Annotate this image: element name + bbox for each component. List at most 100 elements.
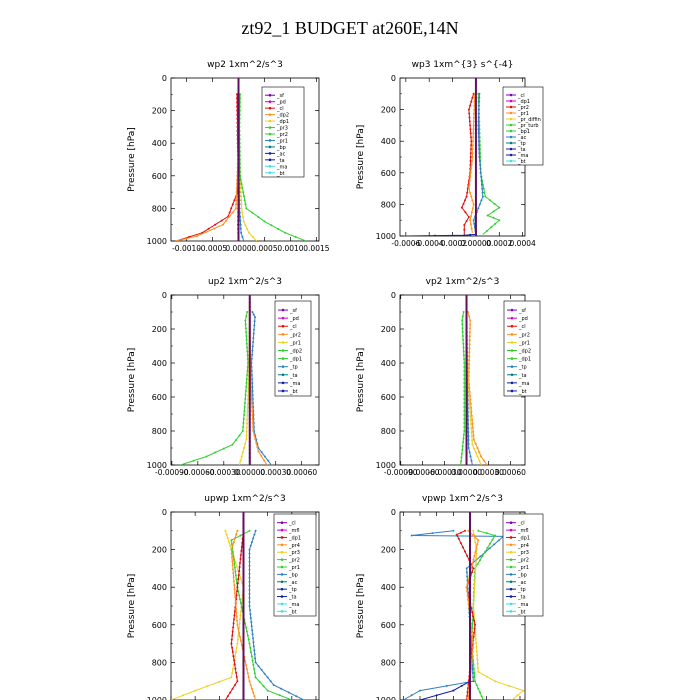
series-marker bbox=[240, 606, 243, 609]
series-marker bbox=[461, 445, 464, 448]
panel-title: wp2 1xm^2/s^3 bbox=[207, 60, 283, 70]
series-marker bbox=[466, 191, 469, 194]
x-tick-label: 0.0000 bbox=[225, 244, 251, 253]
legend-marker bbox=[281, 333, 285, 336]
series-marker bbox=[464, 211, 467, 214]
series-marker bbox=[472, 534, 475, 537]
series-marker bbox=[248, 680, 251, 683]
series-marker bbox=[239, 618, 241, 621]
series-marker bbox=[472, 438, 475, 441]
legend-entry: _pd bbox=[518, 316, 528, 322]
series-marker bbox=[235, 608, 238, 610]
series-marker bbox=[462, 202, 465, 205]
series-marker bbox=[468, 451, 471, 454]
series-marker bbox=[232, 558, 235, 561]
legend-entry: _ta bbox=[517, 147, 526, 153]
series-marker bbox=[241, 235, 244, 238]
series-marker bbox=[246, 410, 249, 413]
series-marker bbox=[245, 668, 248, 671]
legend-marker bbox=[268, 126, 272, 129]
series-marker bbox=[246, 354, 249, 357]
series-marker bbox=[251, 349, 254, 352]
legend-entry: _dp1 bbox=[289, 357, 302, 363]
series-marker bbox=[243, 414, 246, 416]
series-marker bbox=[246, 346, 249, 349]
series-marker bbox=[295, 695, 298, 698]
series-marker bbox=[470, 227, 473, 230]
series-marker bbox=[234, 596, 237, 599]
series-marker bbox=[461, 323, 464, 326]
series-marker bbox=[243, 199, 246, 202]
series-marker bbox=[469, 191, 472, 194]
series-marker bbox=[473, 112, 475, 115]
series-marker bbox=[245, 338, 248, 341]
series-marker bbox=[494, 534, 496, 537]
series-marker bbox=[460, 452, 463, 455]
series-marker bbox=[469, 411, 472, 414]
legend: _cl_mfl_dp1_pr4_pr3_pr2_pr1_bp_ac_tp_ta_… bbox=[502, 513, 544, 617]
series-marker bbox=[246, 634, 249, 637]
series-marker bbox=[239, 554, 242, 556]
series-marker bbox=[266, 676, 269, 679]
legend-entry: _pr2 bbox=[276, 132, 288, 138]
series-marker bbox=[229, 691, 232, 694]
series-marker bbox=[476, 654, 479, 657]
series-marker bbox=[468, 347, 471, 350]
x-tick-label: -0.0010 bbox=[172, 244, 201, 253]
series-marker bbox=[250, 402, 253, 405]
series-group bbox=[460, 295, 488, 465]
series-marker bbox=[240, 643, 243, 646]
series-marker bbox=[469, 104, 472, 107]
series-marker bbox=[478, 92, 481, 95]
series-marker bbox=[472, 140, 474, 143]
y-axis-label: Pressure [hPa] bbox=[356, 574, 366, 639]
series-marker bbox=[245, 342, 248, 345]
series-marker bbox=[465, 567, 468, 570]
series-marker bbox=[258, 680, 261, 683]
series-line bbox=[419, 680, 471, 700]
series-marker bbox=[466, 695, 469, 697]
series-marker bbox=[272, 684, 275, 686]
series-marker bbox=[486, 546, 489, 549]
series-marker bbox=[248, 529, 251, 532]
series-marker bbox=[232, 626, 235, 629]
series-marker bbox=[472, 635, 475, 638]
series-marker bbox=[248, 596, 251, 599]
series-marker bbox=[251, 345, 254, 348]
series-marker bbox=[468, 179, 471, 182]
series-marker bbox=[243, 195, 245, 198]
x-tick-label: 0.00030 bbox=[473, 468, 504, 477]
legend-marker bbox=[280, 602, 284, 606]
series-marker bbox=[257, 665, 260, 668]
series-marker bbox=[468, 407, 471, 410]
series-marker bbox=[235, 191, 238, 194]
legend-entry: _pr_turb bbox=[517, 123, 539, 129]
series-marker bbox=[480, 183, 483, 186]
y-tick-label: 800 bbox=[381, 658, 396, 667]
series-marker bbox=[257, 216, 260, 219]
series-marker bbox=[230, 543, 233, 546]
series-marker bbox=[251, 406, 253, 409]
series-marker bbox=[470, 215, 472, 218]
series-marker bbox=[465, 220, 468, 222]
legend-marker bbox=[509, 147, 513, 151]
series-marker bbox=[230, 676, 233, 679]
x-tick-label: 0.0015 bbox=[303, 244, 329, 253]
legend-entry: _cl bbox=[518, 324, 526, 330]
series-marker bbox=[468, 403, 471, 406]
series-marker bbox=[239, 215, 242, 218]
y-axis-label: Pressure [hPa] bbox=[356, 348, 366, 413]
series-marker bbox=[462, 433, 465, 436]
y-tick-label: 600 bbox=[152, 172, 167, 181]
series-marker bbox=[493, 202, 496, 205]
series-marker bbox=[457, 537, 460, 540]
series-marker bbox=[231, 634, 234, 637]
legend-entry: _dp1 bbox=[288, 535, 301, 541]
x-tick-label: 0.0004 bbox=[510, 239, 536, 248]
series-line bbox=[180, 311, 249, 465]
series-marker bbox=[475, 646, 478, 649]
series-marker bbox=[205, 455, 208, 458]
series-marker bbox=[477, 112, 480, 115]
series-marker bbox=[477, 120, 480, 123]
series-marker bbox=[475, 684, 478, 686]
